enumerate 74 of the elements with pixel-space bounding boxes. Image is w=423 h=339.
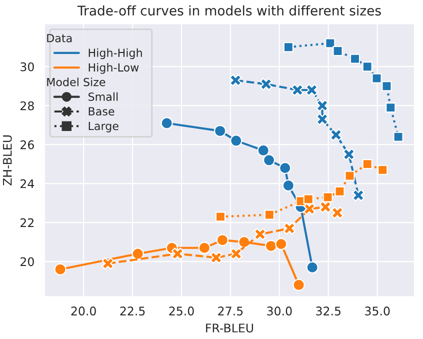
point (316, 99, 328, 112)
point (230, 134, 242, 147)
point (264, 240, 278, 252)
point (331, 206, 344, 219)
point (171, 248, 184, 260)
point (319, 200, 332, 214)
point (214, 124, 226, 138)
point (378, 164, 388, 175)
point (278, 162, 292, 174)
point (330, 128, 342, 141)
point (334, 186, 345, 196)
point (283, 222, 296, 235)
annotation: Large (88, 122, 118, 132)
point (342, 148, 356, 160)
point (344, 170, 355, 181)
point (292, 278, 305, 292)
x-tick-label: 30.0 (267, 306, 292, 316)
x-axis-title: FR-BLEU (206, 324, 254, 332)
point (316, 113, 328, 126)
x-tick-label: 25.0 (169, 306, 194, 316)
point (238, 236, 250, 248)
legend-label: High-High (88, 48, 142, 60)
point (350, 54, 360, 64)
point (102, 257, 114, 270)
point (275, 238, 288, 250)
point (291, 84, 304, 96)
point (283, 42, 294, 52)
y-axis-title: ZH-BLEU (3, 135, 12, 186)
point (393, 132, 404, 142)
legend-label: High-Low (88, 63, 139, 74)
point (262, 154, 276, 166)
annotation: Base (88, 107, 114, 116)
point (372, 73, 382, 84)
point (322, 192, 333, 202)
text: Model Size (47, 78, 106, 86)
point (230, 248, 242, 260)
point (386, 102, 396, 113)
point (306, 261, 318, 274)
point (198, 242, 211, 254)
x-tick-label: 22.5 (120, 306, 145, 316)
y-tick-label: 24 (20, 179, 34, 188)
y-tick-label: 30 (20, 62, 34, 72)
text: Data (47, 34, 72, 42)
point (229, 74, 242, 86)
y-tick-label: 26 (20, 140, 34, 150)
point (382, 81, 392, 92)
y-tick-label: 22 (20, 218, 34, 228)
x-tick-label: 35.0 (365, 306, 390, 316)
point (54, 263, 66, 276)
point (160, 117, 173, 130)
point (325, 38, 336, 48)
annotation: Small (88, 92, 118, 101)
point (132, 248, 144, 260)
point (260, 78, 272, 90)
x-tick-label: 27.5 (218, 306, 243, 316)
point (352, 189, 364, 202)
chart-title: Trade-off curves in models with different sizes (77, 5, 381, 16)
y-tick-label: 28 (20, 101, 34, 110)
point (362, 62, 372, 72)
point (215, 212, 226, 222)
y-tick-label: 20 (20, 257, 34, 266)
x-tick-label: 20.0 (71, 306, 96, 316)
point (254, 228, 266, 240)
point (257, 144, 270, 157)
point (306, 84, 318, 96)
point (282, 179, 295, 192)
x-tick-label: 32.5 (316, 306, 340, 316)
point (210, 252, 222, 264)
point (362, 159, 372, 170)
point (303, 194, 314, 204)
point (216, 234, 229, 246)
point (303, 202, 316, 216)
point (264, 210, 274, 220)
point (332, 46, 343, 56)
